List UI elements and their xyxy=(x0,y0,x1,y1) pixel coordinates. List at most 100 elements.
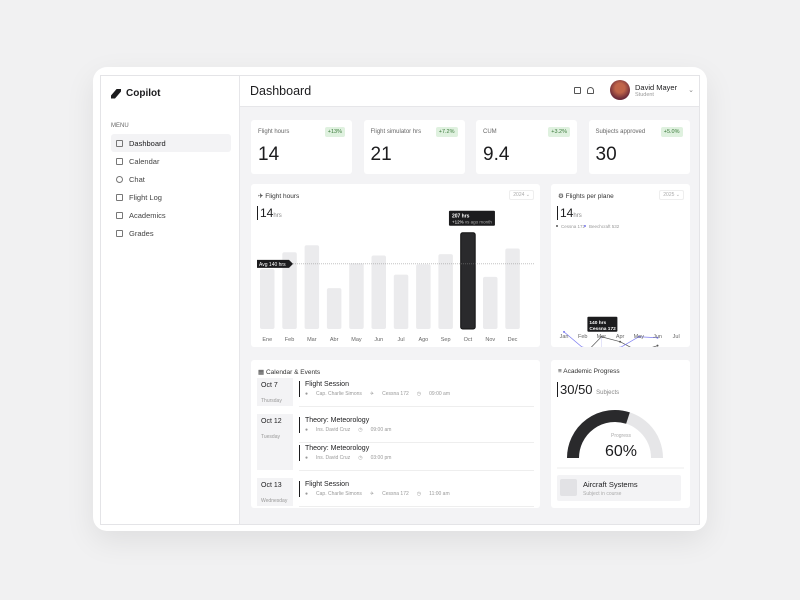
data-point xyxy=(619,340,622,343)
event-time: 11:00 am xyxy=(429,491,450,497)
flight-hours-title: ✈ Flight hours xyxy=(258,193,300,200)
year-value: 2024 xyxy=(513,192,525,198)
sidebar: Copilot MENU Dashboard Calendar Chat Fli… xyxy=(101,76,240,524)
flights-per-plane-title: ⚙ Flights per plane xyxy=(558,193,614,200)
card-title: Calendar & Events xyxy=(265,369,321,376)
person-icon: ● xyxy=(305,391,309,397)
event-item[interactable]: Flight Session ● Cap. Charlie Simons ✈ Cessn… xyxy=(299,481,458,497)
sidebar-item-dashboard[interactable]: Dashboard xyxy=(111,134,231,152)
event-time: 03:00 pm xyxy=(370,455,392,461)
bar-oct xyxy=(460,232,476,330)
sidebar-item-chat[interactable]: Chat xyxy=(111,170,231,188)
user-name: David Mayer xyxy=(635,82,678,92)
app-name: Copilot xyxy=(126,88,161,99)
event-person: Ins. David Cruz xyxy=(316,427,351,433)
avatar xyxy=(610,80,630,100)
progress-gauge: Progress 60% xyxy=(557,410,684,469)
x-tick-label: Sep xyxy=(441,337,451,343)
average-label: Avg 140 hrs xyxy=(259,262,286,268)
user-role: Student xyxy=(635,91,654,98)
subject-status: Subject in course xyxy=(583,491,622,497)
calendar-icon xyxy=(116,157,123,165)
bar-ene xyxy=(260,269,275,329)
sidebar-item-grades[interactable]: Grades xyxy=(111,224,231,242)
stat-value: 21 xyxy=(370,144,392,165)
progress-label: Progress xyxy=(611,433,632,439)
year-value: 2025 xyxy=(663,192,675,198)
bar-sep xyxy=(438,254,453,329)
gauge-fill xyxy=(567,410,630,459)
logo[interactable]: Copilot xyxy=(111,88,160,99)
stat-label: Subjects approved xyxy=(595,129,646,135)
flight-hours-chart: Ene Feb Mar Abr May Jun Jul Ago Sep Oct 207 hrs+12… xyxy=(257,210,534,343)
data-point xyxy=(656,344,659,347)
book-icon xyxy=(560,479,577,496)
current-subject[interactable]: Aircraft Systems Subject in course xyxy=(557,475,681,501)
bar-dec xyxy=(505,248,520,329)
download-icon[interactable] xyxy=(574,87,581,94)
x-tick-label: Nov xyxy=(485,337,495,343)
unit: hrs xyxy=(573,213,582,219)
stat-label: Flight simulator hrs xyxy=(370,129,422,135)
sidebar-item-label: Dashboard xyxy=(129,138,166,148)
legend-marker xyxy=(556,225,558,227)
legend-label: Beechcraft 532 xyxy=(589,224,620,229)
bar-jul xyxy=(393,274,409,329)
event-name: Theory: Meteorology xyxy=(305,445,370,452)
weekday: Wednesday xyxy=(261,498,288,504)
series-line xyxy=(590,336,658,347)
flights-per-plane-card: ⚙ Flights per plane 2025 ⌄ 14hrs Cessna … xyxy=(551,184,690,347)
calendar-title: ▦ Calendar & Events xyxy=(258,369,321,376)
x-tick-label: Jul xyxy=(398,337,405,343)
average-label-bg xyxy=(257,259,293,268)
event-item[interactable]: Theory: Meteorology ● Ins. David Cruz ◷ 03:0… xyxy=(299,445,399,461)
event-item[interactable]: Flight Session ● Cap. Charlie Simons ✈ Cessn… xyxy=(299,381,458,397)
event-item[interactable]: Theory: Meteorology ● Ins. David Cruz ◷ 09:0… xyxy=(299,417,399,433)
menu-label: MENU xyxy=(111,123,129,129)
flight-hours-card: ✈ Flight hours 2024 ⌄ 14hrs Ene Feb Mar Abr… xyxy=(251,184,540,347)
x-tick-label: Jun xyxy=(653,334,662,340)
x-tick-label: Oct xyxy=(464,337,473,343)
bar-ago xyxy=(416,264,431,329)
stat-change-badge: +5.0% xyxy=(660,127,683,137)
legend-label: Cessna 172 xyxy=(561,224,586,229)
plane-icon xyxy=(116,193,123,201)
unit: Subjects xyxy=(596,390,620,396)
sidebar-item-label: Calendar xyxy=(129,156,160,166)
event-name: Flight Session xyxy=(305,481,349,488)
event-person: Cap. Charlie Simons xyxy=(316,391,362,397)
plane-icon: ✈ xyxy=(369,391,375,397)
x-tick-label: May xyxy=(351,337,362,343)
bar-may xyxy=(349,263,364,329)
card-title: Academic Progress xyxy=(563,368,620,375)
page-title: Dashboard xyxy=(250,84,312,98)
flight-hours-total: 14hrs xyxy=(257,206,282,220)
year-select[interactable]: 2025 ⌄ xyxy=(659,190,684,200)
date: Oct 13 xyxy=(261,482,282,489)
data-point xyxy=(637,335,640,338)
unit: hrs xyxy=(273,213,282,219)
sidebar-item-academics[interactable]: Academics xyxy=(111,206,231,224)
x-tick-label: Apr xyxy=(616,334,625,340)
bell-icon[interactable] xyxy=(587,87,594,94)
x-tick-label: May xyxy=(634,334,645,340)
x-tick-label: Ago xyxy=(418,337,428,343)
event-name: Theory: Meteorology xyxy=(305,417,370,424)
calendar-card: ▦ Calendar & Events Oct 7 Thursday Flight … xyxy=(251,360,540,508)
academic-title: ≡ Academic Progress xyxy=(558,368,620,375)
sidebar-item-label: Chat xyxy=(129,174,145,184)
sidebar-item-calendar[interactable]: Calendar xyxy=(111,152,231,170)
user-menu[interactable]: David Mayer Student ⌄ xyxy=(610,80,694,100)
chat-icon xyxy=(116,175,123,183)
flights-total: 14hrs xyxy=(557,206,582,220)
x-tick-label: Mar xyxy=(597,334,607,340)
subject-name: Aircraft Systems xyxy=(583,480,638,489)
legend-marker xyxy=(584,225,586,227)
app-window: Copilot MENU Dashboard Calendar Chat Fli… xyxy=(100,75,700,525)
bar-mar xyxy=(304,245,320,329)
event-date: Oct 7 Thursday xyxy=(257,378,293,406)
sidebar-item-flight-log[interactable]: Flight Log xyxy=(111,188,231,206)
stat-value: 30 xyxy=(595,144,617,165)
year-select[interactable]: 2024 ⌄ xyxy=(509,190,534,200)
x-tick-label: Mar xyxy=(307,337,317,343)
